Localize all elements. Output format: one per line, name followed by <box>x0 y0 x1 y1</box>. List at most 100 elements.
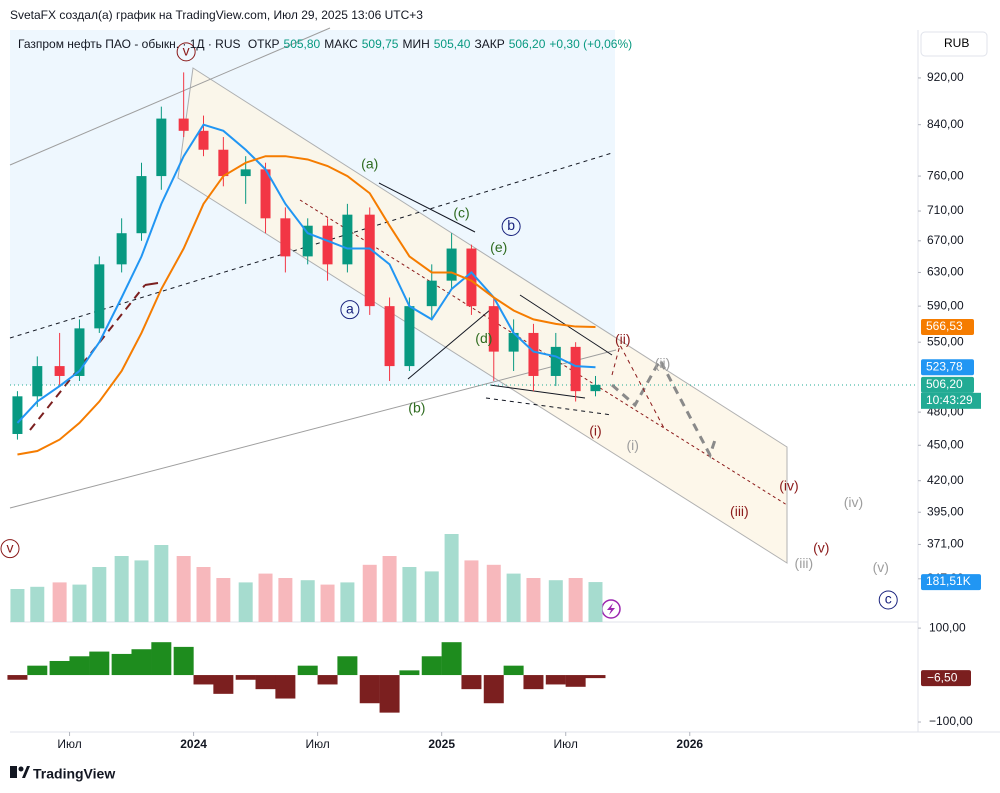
volume-bar <box>134 560 149 622</box>
logo-mark <box>22 766 30 778</box>
x-tick-label: 2024 <box>180 737 207 751</box>
osc-bar <box>503 665 524 676</box>
currency-box[interactable] <box>920 31 988 57</box>
volume-bar <box>402 567 417 622</box>
logo-text: TradingView <box>33 766 115 782</box>
candle-body <box>218 149 229 177</box>
countdown-bg <box>921 392 981 409</box>
candle-body <box>322 225 333 265</box>
osc-tag-label: −6,50 <box>927 670 958 684</box>
volume-bar <box>52 582 67 622</box>
wave-label: b <box>507 217 515 233</box>
wave-circle <box>176 42 196 62</box>
osc-bar <box>317 675 338 685</box>
wave-label: (ii) <box>655 355 671 371</box>
osc-bar <box>89 651 110 676</box>
candle-body <box>74 328 85 376</box>
ohlc-label: МАКС <box>324 37 358 51</box>
y-tick-label: 840,00 <box>927 117 964 131</box>
candle-body <box>404 306 415 367</box>
volume-bar <box>238 582 253 622</box>
osc-bar <box>151 642 172 676</box>
volume-bar <box>506 573 521 622</box>
price-tag-label: 506,20 <box>926 377 963 391</box>
wave-dash <box>29 284 146 431</box>
candle-body <box>466 248 477 307</box>
osc-bar <box>483 675 504 704</box>
volume-bar <box>30 586 45 622</box>
ohlc-label: ЗАКР <box>474 37 505 51</box>
volume-bar <box>154 545 169 622</box>
volume-bar <box>216 578 231 622</box>
wave-label: (iii) <box>730 503 749 519</box>
y-tick-label: 760,00 <box>927 168 964 182</box>
falling-channel <box>177 67 788 564</box>
candle-body <box>240 169 251 177</box>
wave-line <box>485 397 613 416</box>
candle-body <box>94 264 105 329</box>
wave-line <box>407 309 491 380</box>
volume-bar <box>382 556 397 622</box>
osc-bar <box>213 675 234 694</box>
candle-body <box>570 346 581 392</box>
wave-label: (i) <box>626 437 638 453</box>
volume-bar <box>424 571 439 622</box>
osc-bar <box>441 642 462 676</box>
volume-bar <box>548 580 563 622</box>
osc-bar <box>49 660 70 676</box>
wave-dash <box>144 282 159 286</box>
wave-label: (i) <box>589 422 601 438</box>
symbol-title[interactable]: Газпром нефть ПАО - обыкн. · 1Д · RUS <box>18 37 241 51</box>
wave-circle <box>0 539 20 559</box>
candle-body <box>302 225 313 257</box>
volume-bar <box>526 578 541 622</box>
osc-bar <box>523 675 544 690</box>
event-icon-bolt <box>607 603 615 615</box>
osc-bar <box>399 670 420 676</box>
wave-label: (a) <box>361 155 378 171</box>
volume-bar <box>278 578 293 622</box>
osc-bar <box>255 675 276 690</box>
candle-body <box>488 306 499 352</box>
volume-bar <box>176 556 191 622</box>
wave-circle <box>340 300 360 320</box>
volume-bar <box>320 584 335 622</box>
wave-label: (d) <box>475 330 492 346</box>
wave-circle <box>501 216 521 236</box>
rising-channel-lower <box>9 349 617 509</box>
ohlc-label: МИН <box>402 37 430 51</box>
candle-body <box>446 248 457 281</box>
osc-bar <box>379 675 400 713</box>
wave-label: v <box>7 539 14 555</box>
volume-bar <box>340 582 355 622</box>
rising-channel-upper <box>9 27 331 166</box>
osc-bar <box>7 675 28 680</box>
wave-circle <box>878 590 898 610</box>
candle-body <box>178 118 189 131</box>
candle-body <box>508 332 519 352</box>
candle-body <box>136 176 147 234</box>
wave-label: (e) <box>490 239 507 255</box>
volume-bar <box>464 560 479 622</box>
wave-line <box>378 182 476 233</box>
candle-body <box>280 218 291 257</box>
osc-bar <box>235 675 256 680</box>
osc-bar <box>173 646 194 676</box>
y-tick-label: 450,00 <box>927 437 964 451</box>
wave-label: a <box>346 300 354 316</box>
wave-label: (iv) <box>779 478 798 494</box>
y-tick-label: 920,00 <box>927 70 964 84</box>
osc-bar <box>131 649 152 676</box>
forecast-path <box>611 356 717 459</box>
osc-bar <box>565 675 586 687</box>
forecast-path <box>611 343 666 431</box>
ohlc-value: 509,75 <box>361 37 399 51</box>
volume-bar <box>72 584 87 622</box>
candle-body <box>342 214 353 265</box>
x-tick-label: Июл <box>305 737 329 751</box>
candle-body <box>32 366 43 397</box>
candle-body <box>116 233 127 265</box>
volume-bar <box>10 589 25 622</box>
